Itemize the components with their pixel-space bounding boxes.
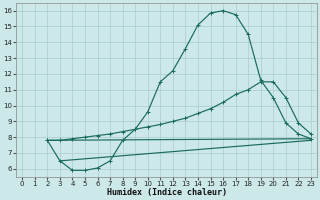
X-axis label: Humidex (Indice chaleur): Humidex (Indice chaleur) — [107, 188, 227, 197]
